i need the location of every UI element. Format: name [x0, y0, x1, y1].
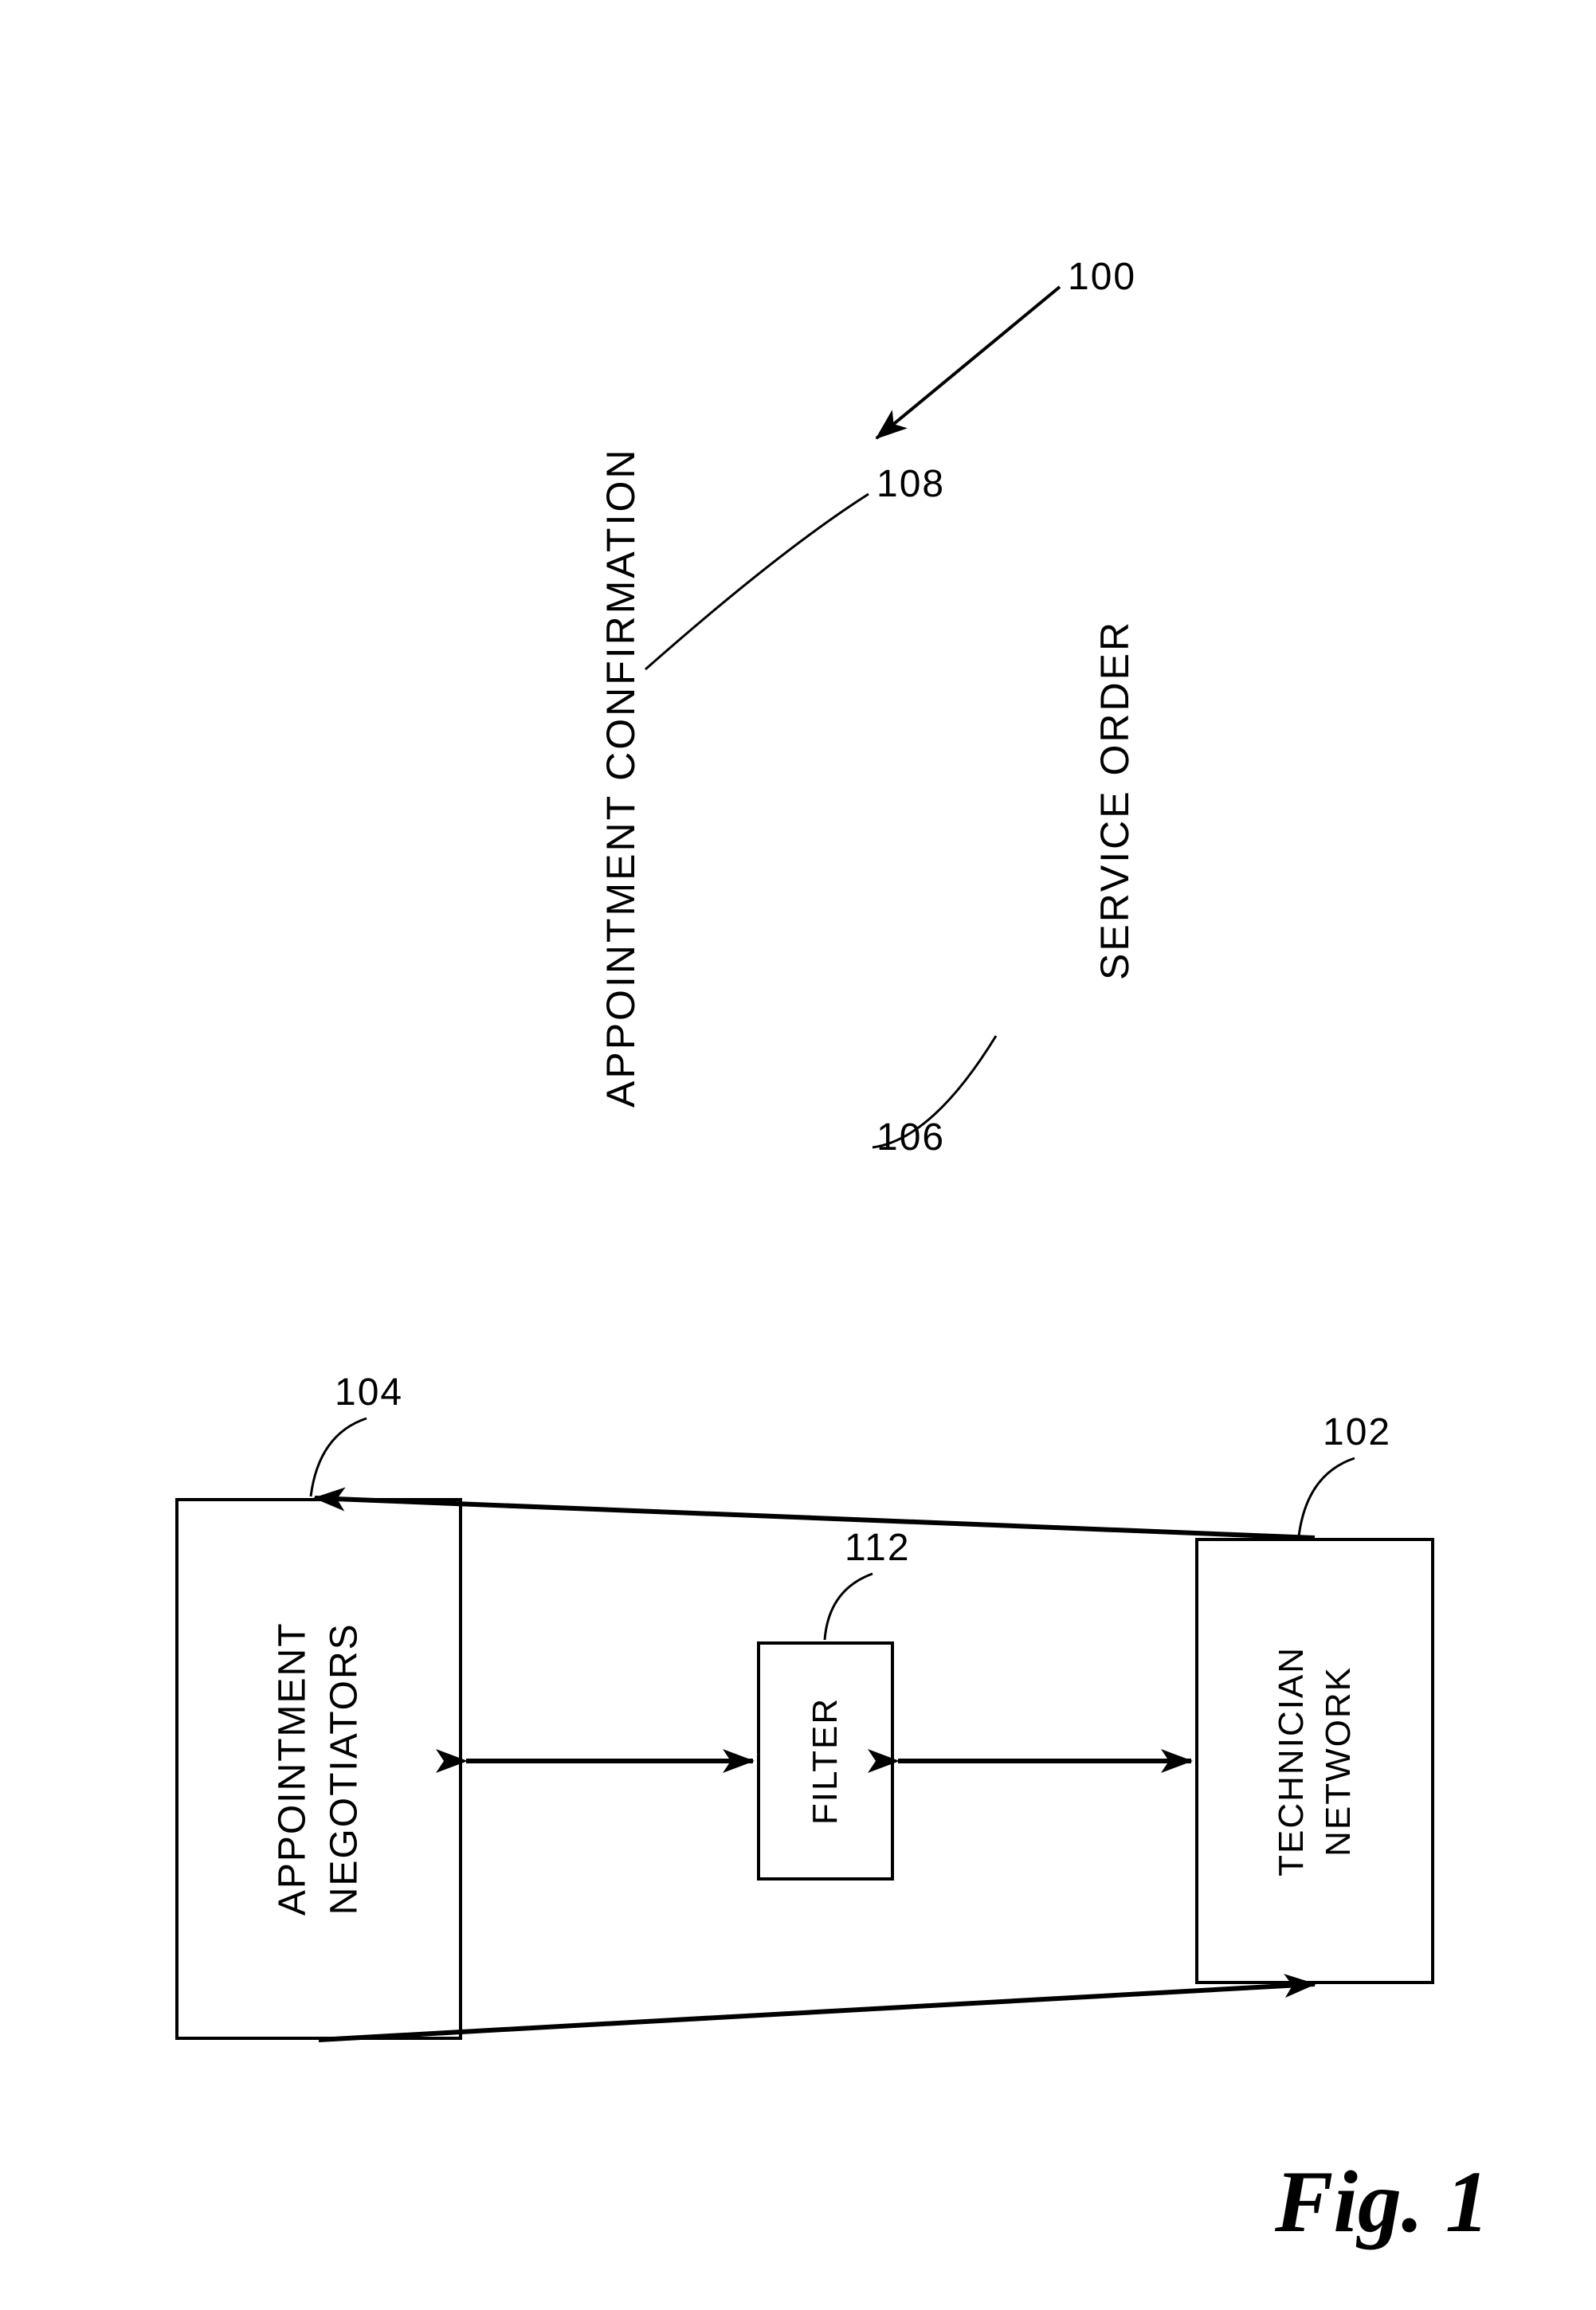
ref-technician-network: 102 [1323, 1410, 1391, 1454]
ref-system: 100 [1068, 255, 1136, 299]
filter-label: FILTER [806, 1697, 845, 1825]
box-filter: FILTER [757, 1641, 894, 1881]
box-technician-network: TECHNICIAN NETWORK [1195, 1538, 1434, 1984]
leader-102 [1299, 1458, 1355, 1536]
ref-filter: 112 [845, 1526, 911, 1570]
ref-appointment-confirmation: 108 [876, 462, 945, 506]
tech-net-line1: TECHNICIAN [1272, 1646, 1311, 1877]
leader-108 [645, 494, 869, 669]
figure-label: Fig. 1 [1275, 2151, 1489, 2253]
leader-112 [825, 1574, 873, 1640]
ref-service-order: 106 [876, 1116, 945, 1159]
ref-appointment-negotiators: 104 [335, 1371, 403, 1414]
label-service-order: SERVICE ORDER [1092, 620, 1138, 980]
leader-104 [311, 1418, 367, 1496]
appt-neg-line2: NEGOTIATORS [323, 1623, 365, 1916]
label-appointment-confirmation: APPOINTMENT CONFIRMATION [598, 448, 644, 1108]
tech-net-line2: NETWORK [1319, 1666, 1358, 1857]
appt-neg-line1: APPOINTMENT [271, 1622, 313, 1916]
arrow-service-order [319, 1984, 1315, 2040]
box-appointment-negotiators: APPOINTMENT NEGOTIATORS [175, 1498, 462, 2040]
arrow-appointment-confirmation [315, 1498, 1315, 1538]
arrow-system-pointer [876, 287, 1060, 438]
diagram-stage: 100 APPOINTMENT NEGOTIATORS 104 FILTER 1… [0, 0, 1596, 2310]
